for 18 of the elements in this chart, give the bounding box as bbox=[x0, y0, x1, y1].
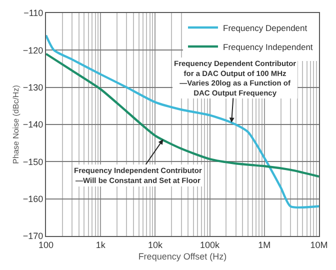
x-axis-title: Frequency Offset (Hz) bbox=[138, 252, 227, 262]
legend-label: Frequency Dependent bbox=[223, 22, 308, 33]
line-series bbox=[46, 52, 319, 178]
y-tick-label: −170 bbox=[22, 231, 44, 242]
y-tick-label: −150 bbox=[22, 156, 44, 167]
x-tick-label: 1k bbox=[96, 240, 106, 250]
x-tick-label: 10k bbox=[148, 240, 163, 250]
legend-label: Frequency Independent bbox=[223, 42, 314, 52]
x-tick-label: 100k bbox=[200, 240, 220, 250]
y-tick-label: −110 bbox=[24, 8, 44, 18]
x-tick-label: 100 bbox=[38, 240, 54, 250]
y-tick-label: −160 bbox=[22, 194, 44, 204]
x-tick-label: 10M bbox=[310, 240, 328, 250]
y-tick-label: −120 bbox=[22, 45, 44, 56]
y-tick-label: −140 bbox=[22, 120, 44, 130]
y-tick-label: −130 bbox=[22, 82, 44, 92]
y-axis-title: Phase Noise (dBc/Hz) bbox=[12, 84, 21, 164]
x-tick-label: 1M bbox=[258, 240, 271, 250]
